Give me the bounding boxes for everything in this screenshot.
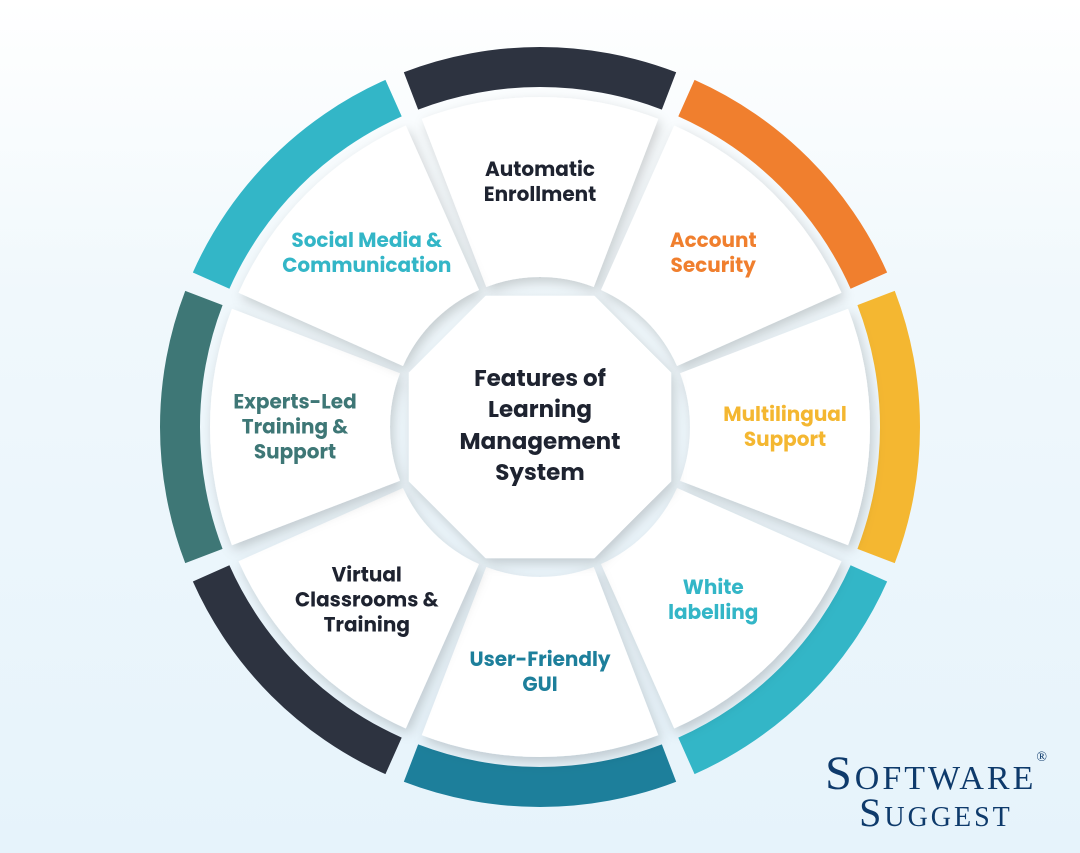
- segment-label-0: AutomaticEnrollment: [445, 157, 635, 207]
- segment-label-7: Social Media &Communication: [272, 228, 462, 278]
- segment-labels: AutomaticEnrollment AccountSecurity Multil…: [150, 37, 930, 817]
- segment-label-5: VirtualClassrooms &Training: [272, 562, 462, 637]
- radial-diagram: Features of Learning Management System A…: [150, 37, 930, 817]
- segment-label-1: AccountSecurity: [618, 228, 808, 278]
- brand-line2: SUGGEST: [859, 795, 1013, 831]
- segment-label-4: User-FriendlyGUI: [445, 647, 635, 697]
- brand-line1: SOFTWARE®: [825, 752, 1050, 795]
- brand-logo: SOFTWARE® SUGGEST: [825, 752, 1050, 831]
- segment-label-2: MultilingualSupport: [690, 402, 880, 452]
- segment-label-6: Experts-LedTraining &Support: [200, 389, 390, 464]
- segment-label-3: Whitelabelling: [618, 575, 808, 625]
